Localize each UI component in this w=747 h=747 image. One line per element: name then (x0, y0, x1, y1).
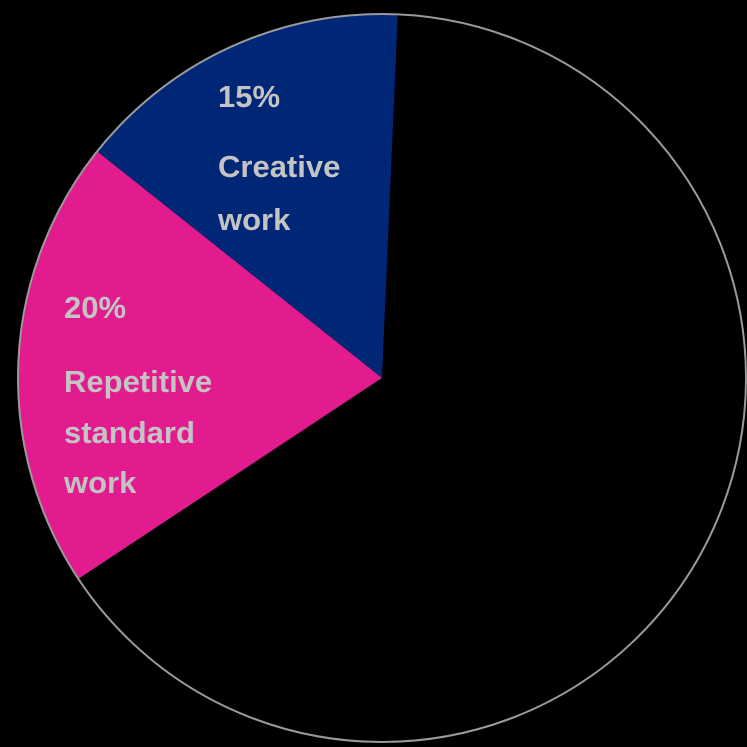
repetitive-category-label-line3: work (63, 465, 137, 500)
pie-slice-repetitive (17, 151, 382, 579)
pie-slices (17, 14, 747, 743)
repetitive-category-label-line2: standard (64, 415, 195, 450)
repetitive-category-label-line1: Repetitive (64, 364, 212, 399)
repetitive-percent-label: 20% (64, 290, 126, 325)
creative-category-label-line2: work (217, 202, 291, 237)
pie-outline (17, 13, 747, 743)
creative-percent-label: 15% (218, 79, 280, 114)
slice-labels: 15% Creative work 20% Repetitive standar… (63, 79, 340, 500)
pie-slice-remainder (78, 14, 747, 743)
creative-category-label-line1: Creative (218, 149, 340, 184)
pie-slice-creative (97, 14, 398, 378)
